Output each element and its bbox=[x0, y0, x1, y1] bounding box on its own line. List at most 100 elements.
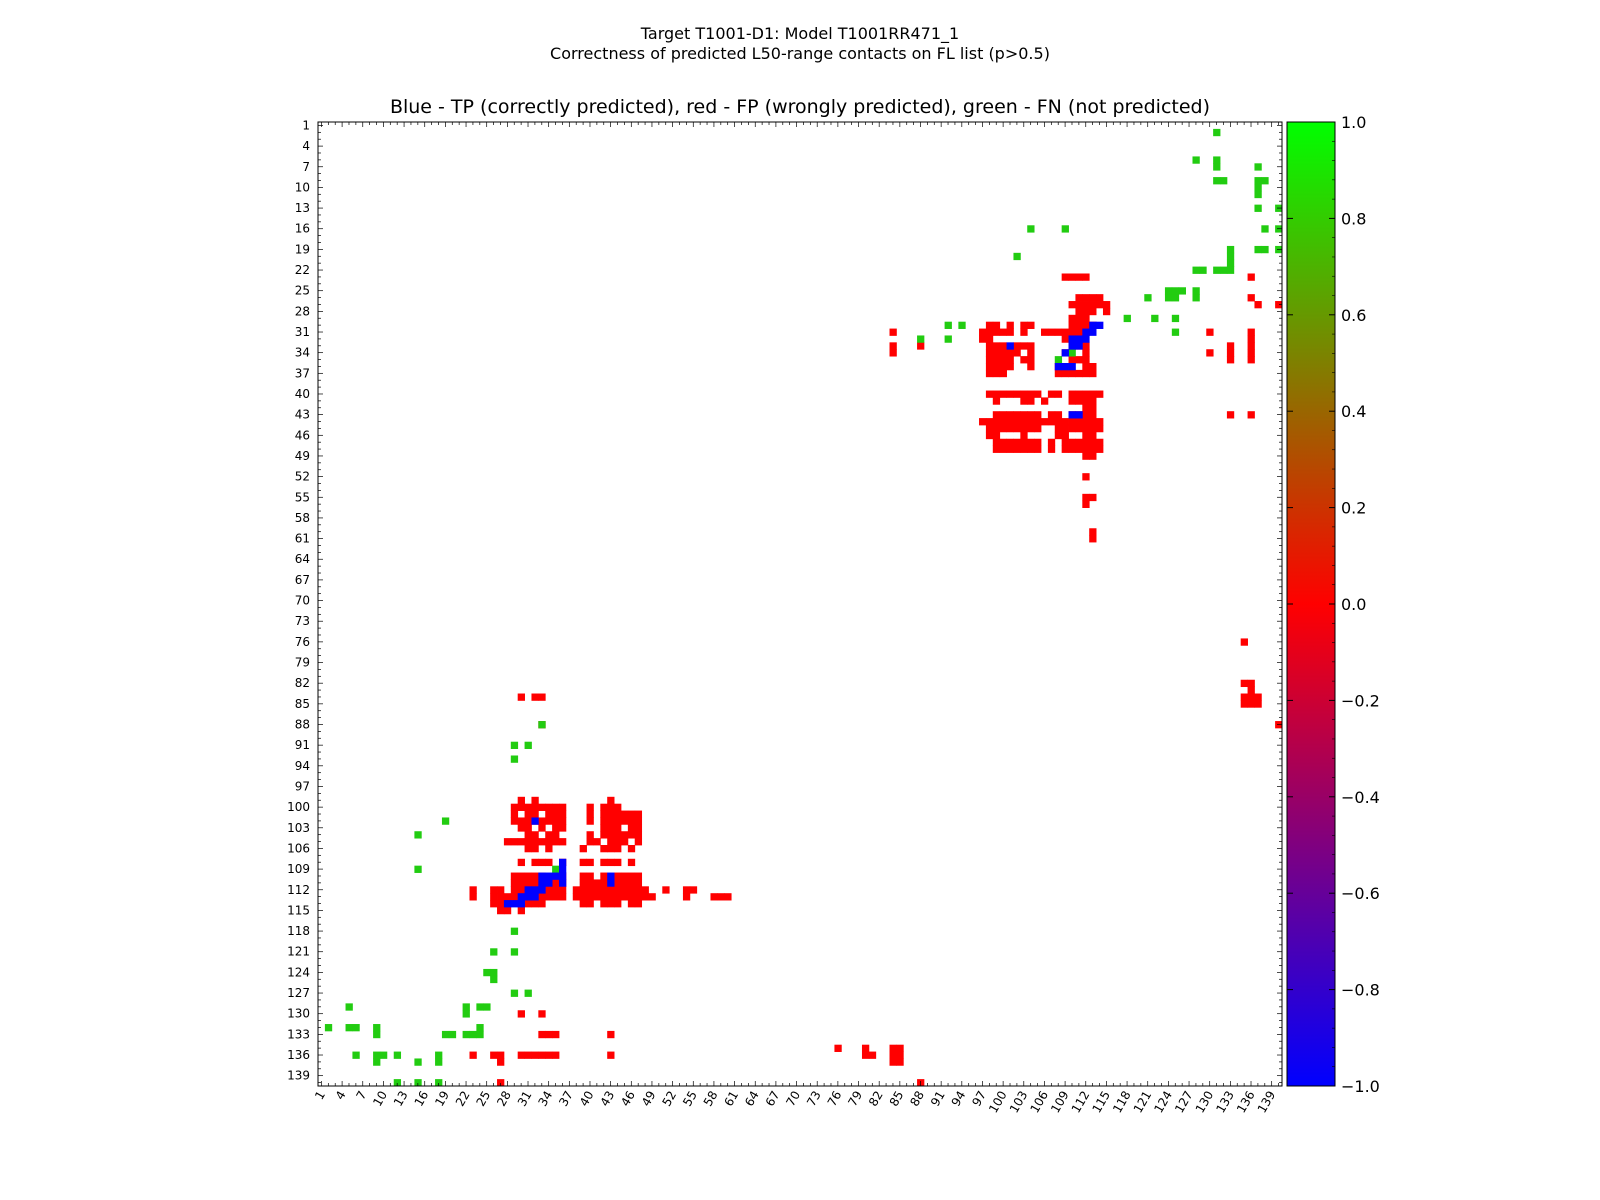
cell-fp-112-40 bbox=[1082, 390, 1090, 398]
cell-fn-94-30 bbox=[958, 321, 966, 329]
y-tick-label: 88 bbox=[295, 718, 310, 732]
cell-fn-15-137 bbox=[414, 1058, 422, 1066]
x-tick-label: 52 bbox=[659, 1089, 679, 1109]
cell-fp-137-84 bbox=[1254, 693, 1262, 701]
cell-fp-104-48 bbox=[1027, 445, 1035, 453]
cell-fp-44-111 bbox=[614, 879, 622, 887]
cell-fp-115-28 bbox=[1102, 307, 1111, 316]
cell-fp-32-100 bbox=[531, 803, 539, 811]
cell-fp-99-37 bbox=[992, 369, 1001, 378]
y-tick-label: 19 bbox=[295, 242, 310, 256]
cell-fp-48-112 bbox=[641, 886, 649, 894]
x-tick-label: 73 bbox=[804, 1089, 824, 1109]
cell-fp-43-136 bbox=[607, 1051, 615, 1059]
cell-fn-138-19 bbox=[1261, 245, 1269, 254]
cell-fp-135-76 bbox=[1240, 638, 1248, 646]
y-tick-label: 121 bbox=[287, 945, 310, 959]
cell-fp-33-130 bbox=[538, 1010, 546, 1018]
cell-fp-42-114 bbox=[600, 900, 608, 908]
cell-fp-29-101 bbox=[510, 810, 519, 818]
x-tick-label: 91 bbox=[928, 1089, 948, 1109]
cell-fp-113-41 bbox=[1089, 397, 1097, 405]
cell-fp-31-103 bbox=[524, 824, 532, 832]
cell-fp-99-30 bbox=[992, 321, 1001, 329]
x-tick-labels: 1 4 7 10 13 16 19 22 25 28 31 34 37 40 43 46 49 52 55 58 61 6… bbox=[312, 1089, 1278, 1116]
cell-tp-36-111 bbox=[559, 879, 567, 887]
cell-fp-28-115 bbox=[503, 906, 512, 915]
cell-fn-29-93 bbox=[510, 755, 519, 763]
cell-fp-84-136 bbox=[889, 1051, 897, 1059]
cell-fp-44-102 bbox=[614, 817, 622, 825]
cell-fp-104-45 bbox=[1027, 424, 1035, 433]
cell-fn-5-129 bbox=[345, 1003, 353, 1011]
cell-fp-111-28 bbox=[1075, 307, 1083, 316]
cell-tp-114-30 bbox=[1096, 321, 1104, 329]
cell-tp-33-111 bbox=[538, 879, 546, 887]
cell-fn-109-16 bbox=[1061, 225, 1069, 233]
cell-fp-99-44 bbox=[992, 418, 1001, 426]
x-tick-label: 97 bbox=[969, 1089, 989, 1109]
cell-fp-35-136 bbox=[552, 1051, 560, 1059]
y-tick-label: 13 bbox=[295, 201, 310, 215]
cell-tp-36-108 bbox=[559, 858, 567, 867]
cell-fp-111-27 bbox=[1075, 301, 1083, 309]
x-tick-label: 130 bbox=[1193, 1089, 1217, 1116]
cell-fp-54-112 bbox=[682, 886, 691, 894]
cell-fp-101-36 bbox=[1006, 363, 1014, 371]
cell-fn-18-136 bbox=[435, 1051, 443, 1059]
cell-fn-129-22 bbox=[1199, 266, 1207, 274]
cell-fp-36-105 bbox=[559, 838, 567, 846]
cell-fp-42-108 bbox=[600, 858, 608, 867]
cell-fn-2-132 bbox=[324, 1024, 333, 1032]
cell-fp-30-84 bbox=[517, 693, 525, 701]
cell-fn-110-34 bbox=[1068, 349, 1076, 357]
cell-fp-29-110 bbox=[510, 872, 519, 880]
cell-fp-112-28 bbox=[1082, 307, 1090, 316]
cell-fn-31-127 bbox=[524, 989, 532, 997]
cell-tp-110-32 bbox=[1068, 335, 1076, 343]
cell-tp-34-111 bbox=[545, 879, 553, 887]
cell-fp-99-35 bbox=[992, 356, 1001, 364]
cell-fp-42-104 bbox=[600, 831, 608, 839]
y-tick-label: 100 bbox=[287, 800, 310, 814]
cell-fn-25-124 bbox=[483, 968, 491, 977]
colorbar-tick-label: −0.8 bbox=[1341, 981, 1380, 1000]
cell-tp-28-114 bbox=[503, 900, 512, 908]
cell-fp-110-30 bbox=[1068, 321, 1076, 329]
cell-fp-108-46 bbox=[1054, 431, 1063, 440]
x-tick-label: 115 bbox=[1089, 1089, 1113, 1116]
cell-fp-101-31 bbox=[1006, 328, 1014, 336]
cell-fp-40-110 bbox=[586, 872, 594, 880]
cell-fp-105-45 bbox=[1034, 424, 1042, 433]
cell-fp-102-43 bbox=[1013, 411, 1021, 419]
cell-fp-112-36 bbox=[1082, 363, 1090, 371]
cell-fp-32-136 bbox=[531, 1051, 539, 1059]
cell-fp-84-31 bbox=[889, 328, 897, 336]
cell-fp-44-114 bbox=[614, 900, 622, 908]
x-tick-label: 31 bbox=[515, 1089, 535, 1109]
y-tick-label: 115 bbox=[287, 903, 310, 917]
cell-fn-124-25 bbox=[1164, 287, 1173, 295]
cell-fn-6-132 bbox=[352, 1024, 360, 1032]
cell-fn-133-22 bbox=[1226, 266, 1235, 274]
cell-fp-110-44 bbox=[1068, 418, 1076, 426]
cell-fp-35-113 bbox=[552, 893, 560, 901]
y-tick-label: 70 bbox=[295, 594, 310, 608]
cell-tp-32-113 bbox=[531, 893, 539, 901]
cell-fp-112-49 bbox=[1082, 452, 1090, 460]
cell-fn-92-30 bbox=[944, 321, 952, 329]
cell-fp-100-48 bbox=[999, 445, 1007, 453]
cell-fp-108-43 bbox=[1054, 411, 1063, 419]
cell-fp-60-113 bbox=[724, 893, 732, 901]
cell-fp-104-44 bbox=[1027, 418, 1035, 426]
cell-fp-33-84 bbox=[538, 693, 546, 701]
cell-fp-113-48 bbox=[1089, 445, 1097, 453]
cell-fn-137-13 bbox=[1254, 204, 1262, 212]
cell-fp-109-32 bbox=[1061, 335, 1069, 343]
cell-fp-34-136 bbox=[545, 1051, 553, 1059]
cell-fn-138-9 bbox=[1261, 177, 1269, 185]
cell-fp-111-30 bbox=[1075, 321, 1083, 329]
cell-fp-35-133 bbox=[552, 1030, 560, 1039]
cell-fp-111-48 bbox=[1075, 445, 1083, 453]
